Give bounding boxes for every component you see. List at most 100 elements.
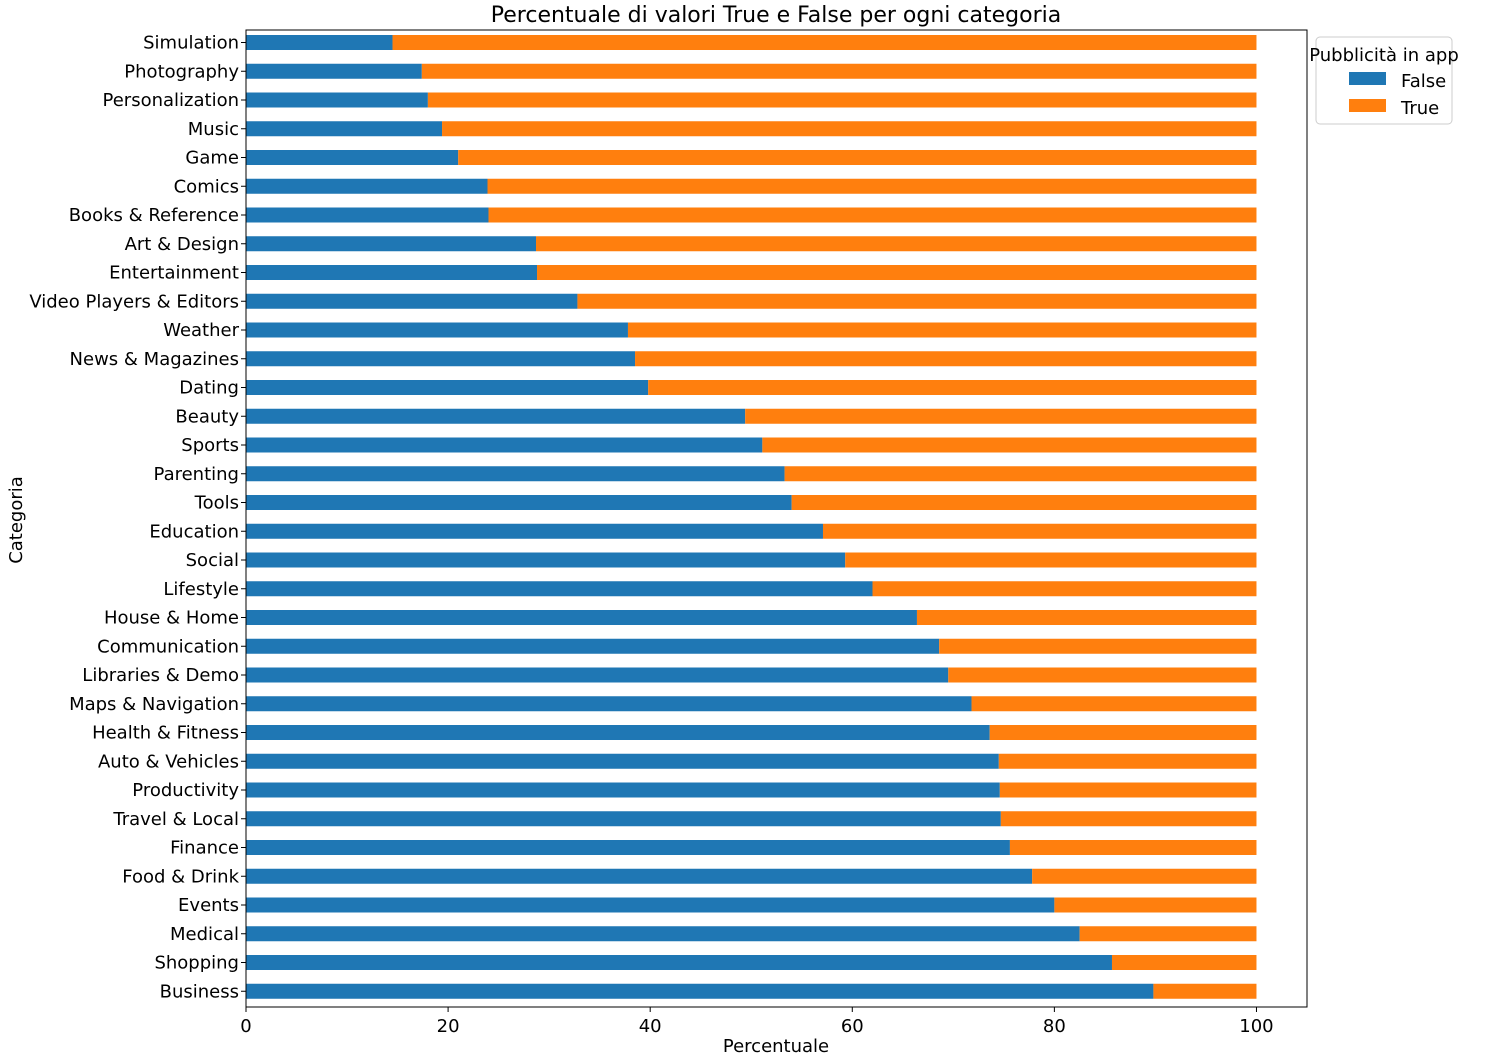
y-tick-label: Health & Fitness xyxy=(92,723,239,744)
y-tick-label: Libraries & Demo xyxy=(82,665,239,686)
y-tick-label: Music xyxy=(188,119,239,140)
y-tick-label: Beauty xyxy=(175,406,239,427)
y-tick-label: Game xyxy=(185,148,239,169)
bar-music-false xyxy=(246,121,443,137)
y-tick-label: Communication xyxy=(97,636,239,657)
x-tick-label: 40 xyxy=(639,1016,662,1037)
y-tick-label: Lifestyle xyxy=(163,579,239,600)
bar-house-and-home-false xyxy=(246,610,917,625)
bar-business-true xyxy=(1153,983,1257,999)
bar-travel-and-local-true xyxy=(1000,811,1257,827)
bar-shopping-false xyxy=(246,955,1112,970)
bar-sports-true xyxy=(762,437,1257,453)
x-axis-title: Percentuale xyxy=(723,1036,829,1057)
bar-beauty-true xyxy=(745,408,1257,424)
y-tick-label: Social xyxy=(186,550,239,571)
bar-maps-and-navigation-false xyxy=(246,696,972,712)
bar-finance-true xyxy=(1009,840,1257,855)
y-tick-label: Business xyxy=(160,981,239,1002)
y-tick-label: Weather xyxy=(163,320,239,341)
bar-lifestyle-false xyxy=(246,581,873,597)
bar-simulation-false xyxy=(246,35,393,50)
bar-productivity-false xyxy=(246,782,1000,798)
bar-art-and-design-false xyxy=(246,236,537,252)
bar-parenting-true xyxy=(784,466,1257,482)
bar-health-and-fitness-true xyxy=(989,725,1257,740)
bar-food-and-drink-true xyxy=(1032,868,1257,884)
y-tick-label: Travel & Local xyxy=(112,809,239,830)
bar-news-and-magazines-false xyxy=(246,351,636,367)
y-tick-label: Art & Design xyxy=(125,234,239,255)
x-axis: 0 20 40 60 80 100 xyxy=(240,1007,1274,1037)
bar-events-true xyxy=(1054,897,1257,913)
bar-auto-and-vehicles-false xyxy=(246,753,999,769)
bar-food-and-drink-false xyxy=(246,868,1033,884)
y-tick-label: Sports xyxy=(181,435,239,456)
bar-game-true xyxy=(458,150,1257,165)
x-tick-label: 0 xyxy=(240,1016,251,1037)
bar-health-and-fitness-false xyxy=(246,725,990,740)
legend-label-false: False xyxy=(1401,71,1446,92)
y-tick-label: Books & Reference xyxy=(69,205,239,226)
bar-tools-false xyxy=(246,495,792,510)
bar-sports-false xyxy=(246,437,763,453)
bar-weather-false xyxy=(246,322,628,338)
bar-maps-and-navigation-true xyxy=(971,696,1257,712)
bar-personalization-true xyxy=(427,92,1257,108)
bar-education-false xyxy=(246,523,823,539)
x-tick-label: 20 xyxy=(437,1016,460,1037)
legend-title: Pubblicità in app xyxy=(1309,45,1459,66)
x-tick-label: 100 xyxy=(1239,1016,1273,1037)
bar-shopping-true xyxy=(1111,955,1257,970)
bar-travel-and-local-false xyxy=(246,811,1001,827)
bar-comics-false xyxy=(246,178,488,194)
bar-tools-true xyxy=(791,495,1257,510)
bar-beauty-false xyxy=(246,408,746,424)
bar-weather-true xyxy=(627,322,1257,338)
bar-medical-false xyxy=(246,926,1080,942)
y-tick-label: Dating xyxy=(179,378,239,399)
bar-communication-false xyxy=(246,638,940,654)
x-tick-label: 80 xyxy=(1043,1016,1066,1037)
y-tick-label: Food & Drink xyxy=(122,866,239,887)
bar-music-true xyxy=(442,121,1257,137)
bar-productivity-true xyxy=(999,782,1257,798)
bar-business-false xyxy=(246,983,1154,999)
y-axis: Simulation Photography Personalization Musi… xyxy=(29,33,246,1002)
bar-entertainment-true xyxy=(537,265,1257,280)
bar-libraries-and-demo-true xyxy=(948,667,1257,683)
bar-photography-false xyxy=(246,63,422,79)
y-tick-label: Maps & Navigation xyxy=(69,694,239,715)
chart-title: Percentuale di valori True e False per o… xyxy=(491,3,1061,28)
legend-swatch-false xyxy=(1349,72,1386,85)
bar-libraries-and-demo-false xyxy=(246,667,949,683)
bar-dating-true xyxy=(648,380,1257,395)
y-tick-label: Comics xyxy=(174,176,239,197)
bar-house-and-home-true xyxy=(916,610,1257,625)
bar-books-and-reference-true xyxy=(488,207,1257,223)
y-tick-label: Productivity xyxy=(132,780,239,801)
y-tick-label: Finance xyxy=(170,838,239,859)
bar-entertainment-false xyxy=(246,265,538,280)
bar-dating-false xyxy=(246,380,649,395)
bar-game-false xyxy=(246,150,459,165)
y-tick-label: Personalization xyxy=(103,90,239,111)
bars-layer xyxy=(246,35,1257,999)
y-tick-label: Entertainment xyxy=(109,263,239,284)
bar-events-false xyxy=(246,897,1055,913)
bar-social-true xyxy=(845,552,1257,568)
bar-communication-true xyxy=(939,638,1257,654)
bar-personalization-false xyxy=(246,92,428,108)
bar-art-and-design-true xyxy=(536,236,1257,252)
y-tick-label: Events xyxy=(178,895,239,916)
bar-lifestyle-true xyxy=(872,581,1257,597)
y-tick-label: Auto & Vehicles xyxy=(98,751,239,772)
y-tick-label: Tools xyxy=(194,493,239,514)
bar-video-players-and-editors-true xyxy=(577,293,1257,309)
bar-medical-true xyxy=(1079,926,1257,942)
bar-social-false xyxy=(246,552,846,568)
y-tick-label: Video Players & Editors xyxy=(29,291,239,312)
bar-comics-true xyxy=(487,178,1257,194)
